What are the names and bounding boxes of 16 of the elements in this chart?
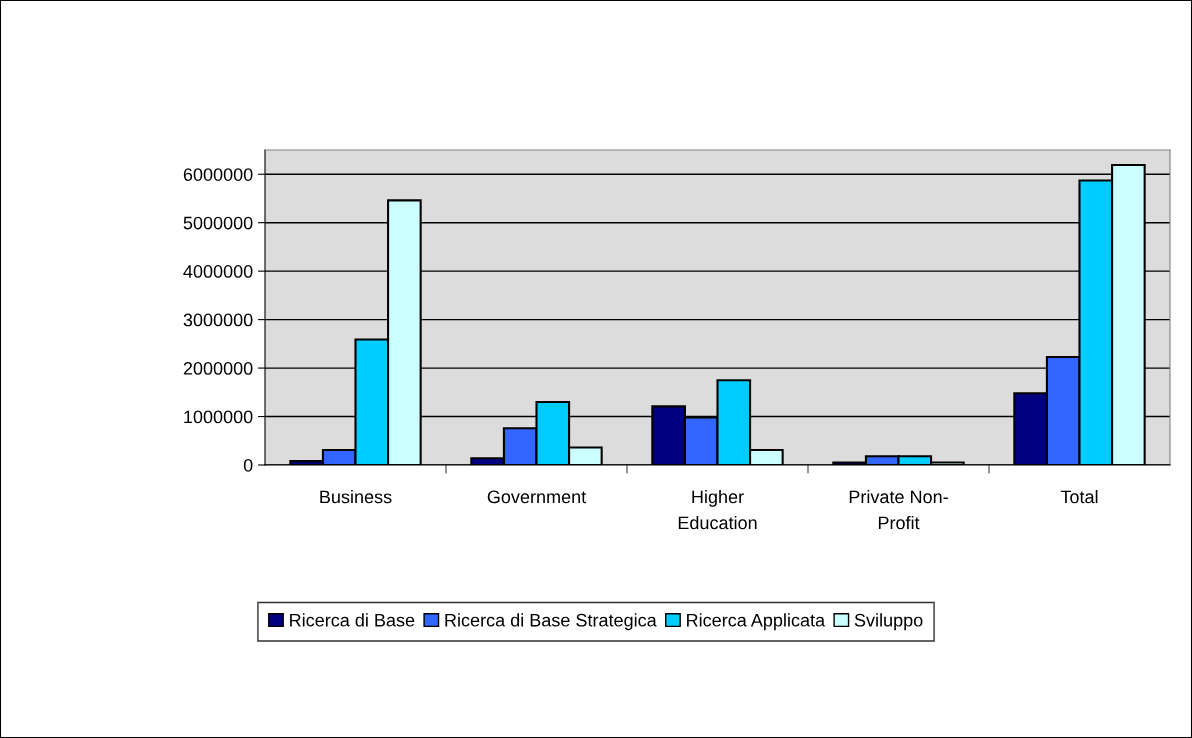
x-tick-label: Government xyxy=(487,490,587,504)
x-tick-label: Higher Education xyxy=(678,490,757,530)
x-tick-label: Private Non- Profit xyxy=(849,490,948,530)
y-tick-label: 4000000 xyxy=(183,265,253,278)
x-tick-label: Total xyxy=(1060,490,1098,504)
y-tick-label: 2000000 xyxy=(183,362,253,375)
x-tick-label: Business xyxy=(320,490,392,504)
legend-label: Ricerca di Base xyxy=(290,613,415,627)
y-tick-label: 1000000 xyxy=(184,410,253,424)
y-tick-label: 5000000 xyxy=(183,216,253,230)
legend-label: Ricerca di Base Strategica xyxy=(445,613,657,631)
y-tick-label: 3000000 xyxy=(183,313,253,327)
legend-label: Sviluppo xyxy=(854,613,923,631)
y-tick-label: 0 xyxy=(243,458,253,472)
y-tick-label: 6000000 xyxy=(183,168,253,181)
legend-label: Ricerca Applicata xyxy=(687,613,826,631)
